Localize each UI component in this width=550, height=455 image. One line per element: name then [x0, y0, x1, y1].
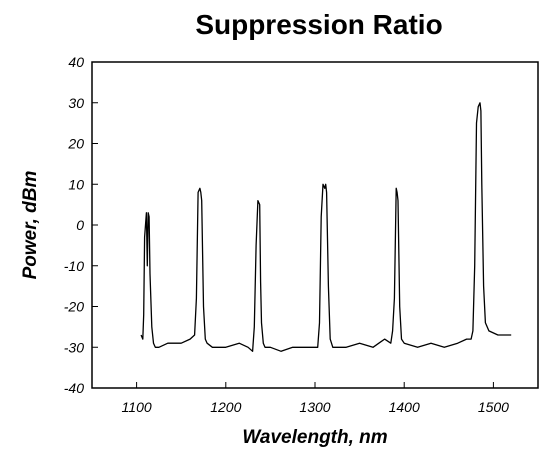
x-tick-label: 1400 — [389, 399, 420, 415]
y-tick-label: 10 — [68, 176, 84, 192]
series-line — [140, 102, 512, 352]
y-tick-label: 20 — [67, 136, 84, 152]
y-axis-label: Power, dBm — [20, 171, 41, 280]
y-tick-label: 40 — [68, 54, 84, 70]
x-axis-label: Wavelength, nm — [242, 427, 387, 448]
chart-title: Suppression Ratio — [195, 9, 442, 40]
x-axis: 1100 1200 1300 1400 1500 — [122, 382, 509, 415]
y-tick-label: -20 — [64, 299, 84, 315]
x-tick-label: 1500 — [478, 399, 509, 415]
y-tick-label: -10 — [64, 258, 84, 274]
y-tick-label: -30 — [64, 339, 84, 355]
y-tick-label: 0 — [76, 217, 84, 233]
x-tick-label: 1200 — [210, 399, 241, 415]
y-tick-label: 30 — [68, 95, 84, 111]
y-tick-label: -40 — [64, 380, 84, 396]
y-axis: -40 -30 -20 -10 0 10 20 30 40 — [64, 54, 98, 396]
x-tick-label: 1100 — [122, 399, 152, 415]
x-tick-label: 1300 — [299, 399, 330, 415]
